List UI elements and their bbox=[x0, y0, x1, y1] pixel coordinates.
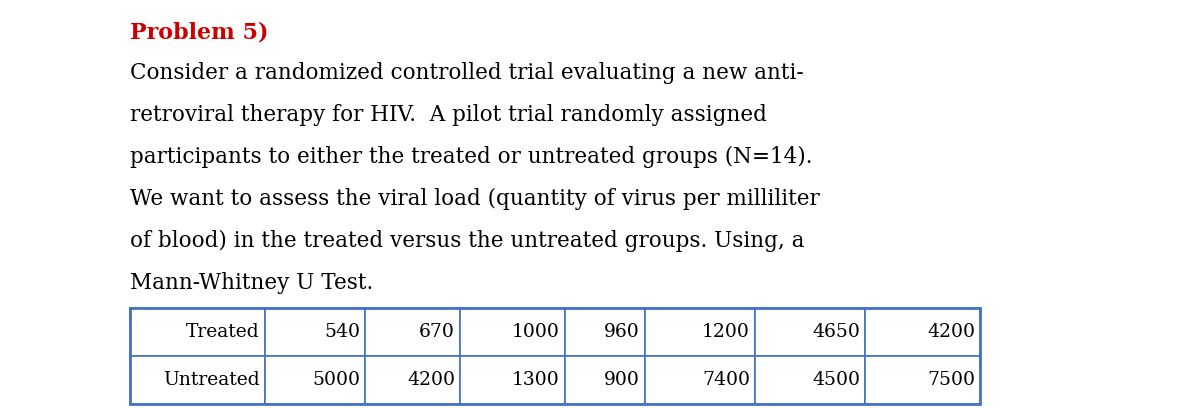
Text: 960: 960 bbox=[605, 323, 640, 341]
Text: 1200: 1200 bbox=[702, 323, 750, 341]
Text: 7500: 7500 bbox=[928, 371, 974, 389]
Text: Problem 5): Problem 5) bbox=[130, 22, 269, 44]
Text: participants to either the treated or untreated groups (N=14).: participants to either the treated or un… bbox=[130, 146, 812, 168]
Text: 4200: 4200 bbox=[407, 371, 455, 389]
Bar bbox=[460, 356, 565, 404]
Bar bbox=[265, 356, 365, 404]
Text: 4200: 4200 bbox=[928, 323, 974, 341]
Bar bbox=[865, 308, 980, 356]
Bar bbox=[565, 356, 646, 404]
Bar bbox=[130, 356, 265, 404]
Text: 1000: 1000 bbox=[512, 323, 560, 341]
Text: 4650: 4650 bbox=[812, 323, 860, 341]
Text: Treated: Treated bbox=[186, 323, 260, 341]
Bar bbox=[755, 308, 865, 356]
Text: 900: 900 bbox=[604, 371, 640, 389]
Bar bbox=[865, 356, 980, 404]
Bar bbox=[646, 308, 755, 356]
Bar bbox=[365, 356, 460, 404]
Bar bbox=[130, 308, 980, 404]
Text: retroviral therapy for HIV.  A pilot trial randomly assigned: retroviral therapy for HIV. A pilot tria… bbox=[130, 104, 767, 126]
Text: Consider a randomized controlled trial evaluating a new anti-: Consider a randomized controlled trial e… bbox=[130, 62, 804, 84]
Text: We want to assess the viral load (quantity of virus per milliliter: We want to assess the viral load (quanti… bbox=[130, 188, 820, 210]
Text: Untreated: Untreated bbox=[163, 371, 260, 389]
Bar bbox=[565, 308, 646, 356]
Text: 540: 540 bbox=[324, 323, 360, 341]
Bar bbox=[755, 356, 865, 404]
Text: 7400: 7400 bbox=[702, 371, 750, 389]
Text: 5000: 5000 bbox=[312, 371, 360, 389]
Bar bbox=[646, 356, 755, 404]
Text: of blood) in the treated versus the untreated groups. Using, a: of blood) in the treated versus the untr… bbox=[130, 230, 804, 252]
Bar bbox=[265, 308, 365, 356]
Text: 4500: 4500 bbox=[812, 371, 860, 389]
Text: 670: 670 bbox=[419, 323, 455, 341]
Text: Mann-Whitney U Test.: Mann-Whitney U Test. bbox=[130, 272, 373, 294]
Bar bbox=[460, 308, 565, 356]
Bar bbox=[365, 308, 460, 356]
Text: 1300: 1300 bbox=[512, 371, 560, 389]
Bar bbox=[130, 308, 265, 356]
